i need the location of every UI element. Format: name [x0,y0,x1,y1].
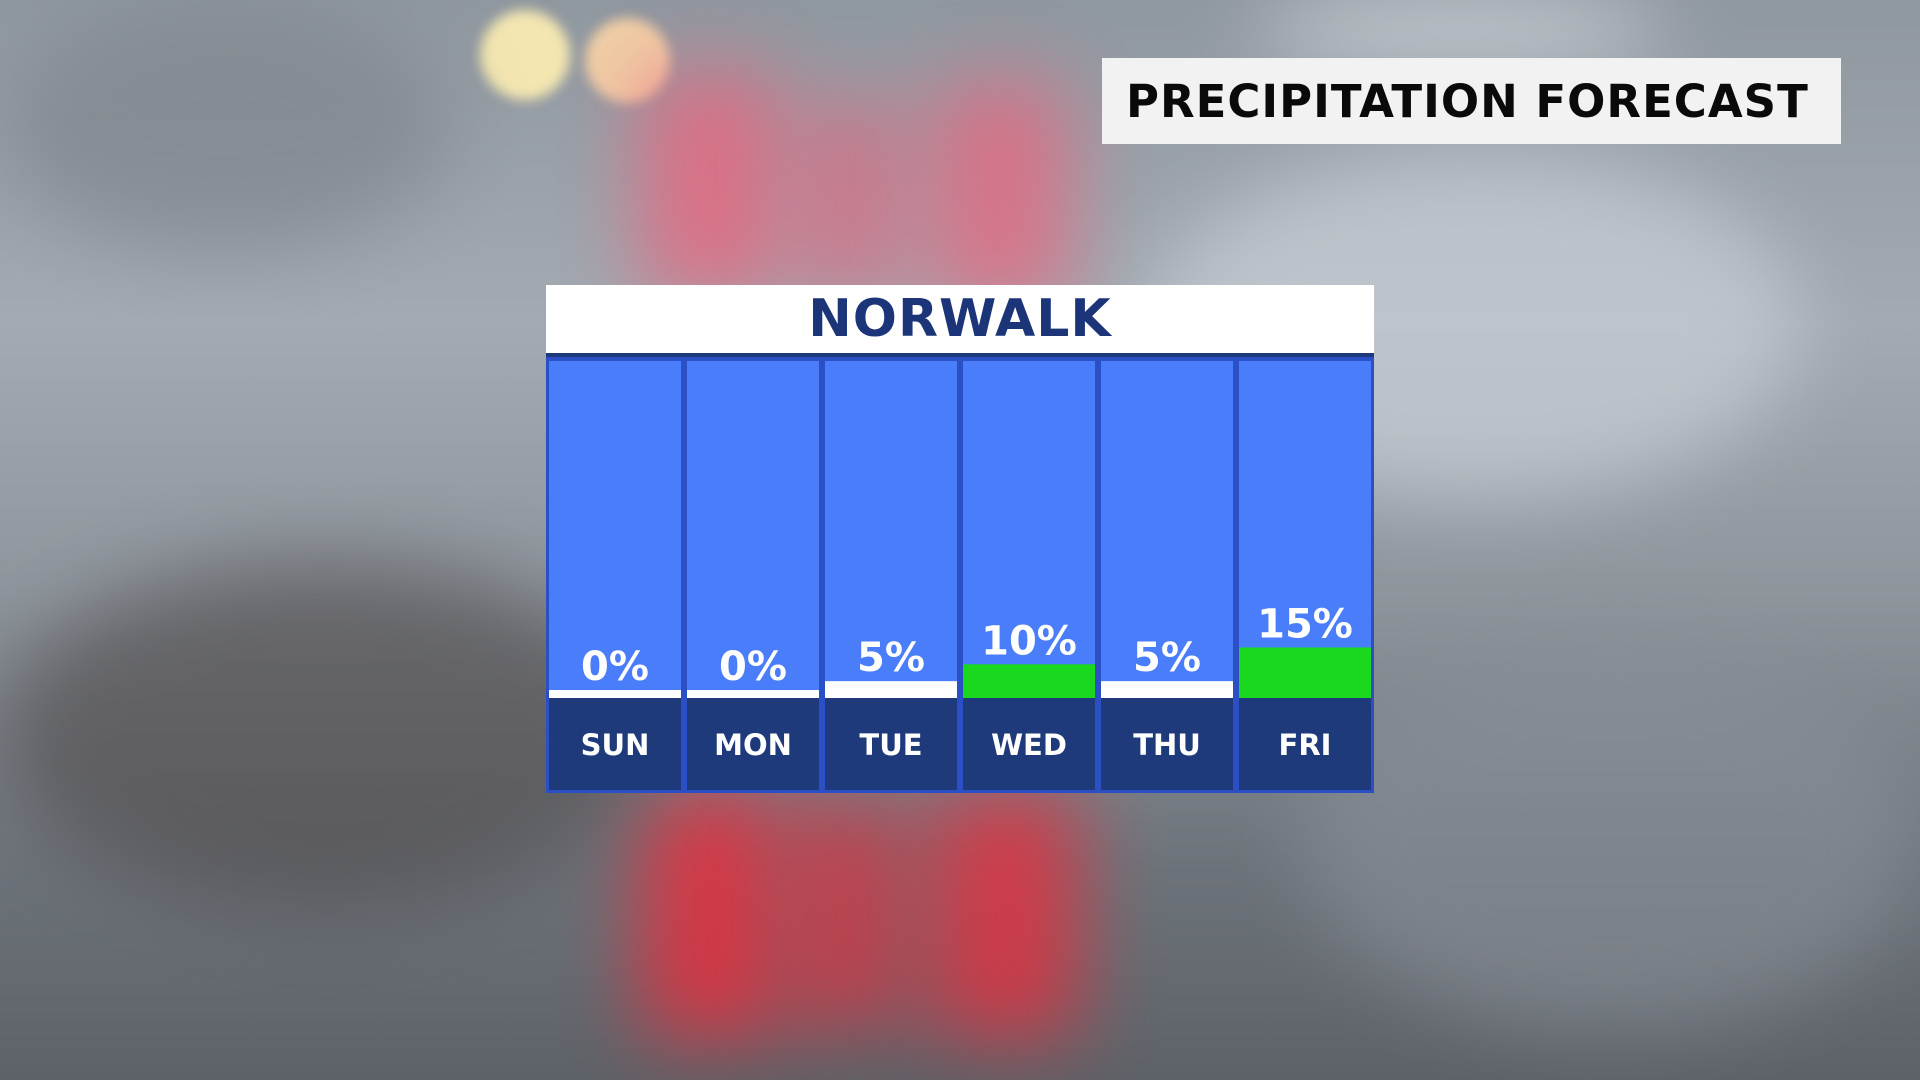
precip-bar [963,664,1095,698]
day-column [825,361,957,698]
forecast-panel: NORWALK 0% SUN 0% MON 5% TUE 10% WED 5% THU 15% FRI [546,285,1374,793]
percent-label: 10% [981,618,1077,664]
day-column [1101,361,1233,698]
precipitation-chart: 0% SUN 0% MON 5% TUE 10% WED 5% THU 15% FRI [546,357,1374,793]
precip-bar [1239,647,1371,698]
precip-bar [1101,681,1233,698]
percent-label: 0% [581,644,649,690]
day-column [549,361,681,698]
day-band [687,698,819,790]
day-label: FRI [1279,728,1332,762]
percent-label: 5% [857,635,925,681]
percent-label: 0% [719,644,787,690]
location-name: NORWALK [808,289,1112,349]
day-label: MON [714,728,792,762]
precip-bar [825,681,957,698]
day-band [1101,698,1233,790]
day-column [687,361,819,698]
day-label: WED [991,728,1067,762]
day-band [549,698,681,790]
day-column [1239,361,1371,698]
day-band [825,698,957,790]
graphic-title: PRECIPITATION FORECAST [1126,74,1809,128]
day-label: TUE [859,728,922,762]
location-header: NORWALK [546,285,1374,357]
day-column [963,361,1095,698]
day-label: SUN [581,728,650,762]
precip-bar [687,690,819,698]
percent-label: 5% [1133,635,1201,681]
day-band [1239,698,1371,790]
chart-frame [546,357,1374,793]
title-box: PRECIPITATION FORECAST [1102,58,1841,144]
day-band [963,698,1095,790]
precip-bar [549,690,681,698]
percent-label: 15% [1257,601,1353,647]
day-label: THU [1133,728,1201,762]
